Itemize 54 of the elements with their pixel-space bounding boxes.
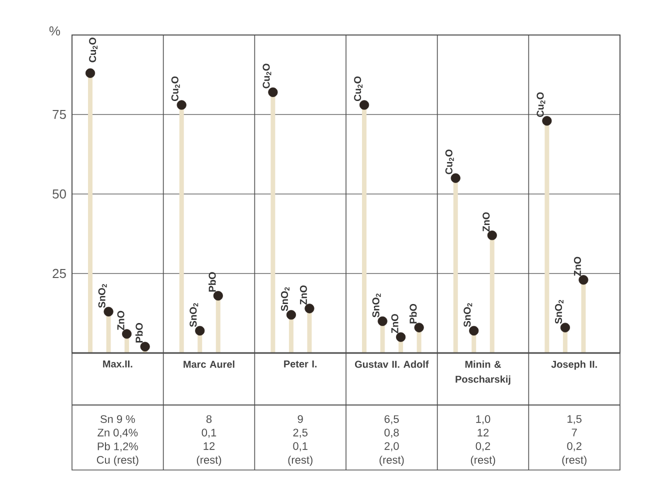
text: 2,5 — [293, 428, 308, 438]
text: (rest) — [380, 456, 404, 466]
text: ZnO — [391, 314, 398, 334]
text: Cu$_{2}$O — [262, 64, 272, 88]
text: 2,0 — [384, 442, 399, 452]
text: (rest) — [470, 456, 496, 466]
text: ZnO — [574, 256, 581, 276]
text: 9 — [298, 415, 303, 423]
text: Pb 1,2% — [98, 442, 138, 452]
text: ZnO — [300, 285, 307, 305]
text: PbO — [208, 272, 216, 292]
text: ZnO — [117, 310, 124, 330]
text: SnO$_{2}$ — [554, 300, 564, 324]
text: SnO$_{2}$ — [280, 287, 290, 312]
y-tick-label: 75 — [52, 110, 66, 120]
text: 0,8 — [384, 428, 399, 438]
text: (rest) — [196, 456, 222, 466]
text: Zn 0,4% — [98, 428, 138, 438]
text: Sn 9 % — [100, 415, 135, 423]
text: 1,5 — [568, 415, 582, 424]
text: (rest) — [288, 456, 312, 466]
x-tick-label: Minin & Poscharskij — [456, 360, 510, 385]
text: 7 — [572, 428, 577, 436]
text: 12 — [204, 442, 215, 450]
text: 0,1 — [293, 442, 308, 452]
y-axis-title: % — [49, 26, 60, 36]
text: 12 — [478, 428, 489, 436]
text: 0,1 — [202, 428, 216, 438]
x-tick-label: Max.II. — [103, 360, 132, 368]
text: PbO — [409, 304, 417, 324]
text: SnO$_{2}$ — [372, 294, 381, 318]
x-tick-label: Joseph II. — [551, 360, 597, 370]
text: 8 — [206, 415, 212, 423]
text: Cu$_{2}$O — [354, 76, 362, 102]
text: Cu$_{2}$O — [536, 92, 546, 117]
text: ZnO — [482, 212, 490, 232]
text: SnO$_{2}$ — [98, 284, 107, 308]
text: Cu (rest) — [96, 456, 138, 466]
text: SnO$_{2}$ — [190, 303, 198, 327]
text: Cu$_{2}$O — [89, 38, 98, 62]
text: Cu$_{2}$O — [171, 76, 180, 102]
y-tick-label: 25 — [52, 268, 66, 278]
text: 0,2 — [476, 442, 490, 452]
x-tick-label: Gustav II. Adolf — [354, 360, 429, 368]
text: (rest) — [562, 456, 586, 466]
x-tick-label: Marc Aurel — [184, 360, 234, 368]
text: 6,5 — [384, 415, 399, 424]
y-tick-label: 50 — [52, 189, 66, 199]
text: 0,2 — [567, 442, 582, 452]
x-tick-label: Peter I. — [284, 360, 317, 368]
text: Cu$_{2}$O — [445, 150, 454, 174]
text: SnO$_{2}$ — [464, 303, 472, 327]
text: PbO — [135, 323, 143, 342]
text: 1,0 — [476, 415, 490, 424]
